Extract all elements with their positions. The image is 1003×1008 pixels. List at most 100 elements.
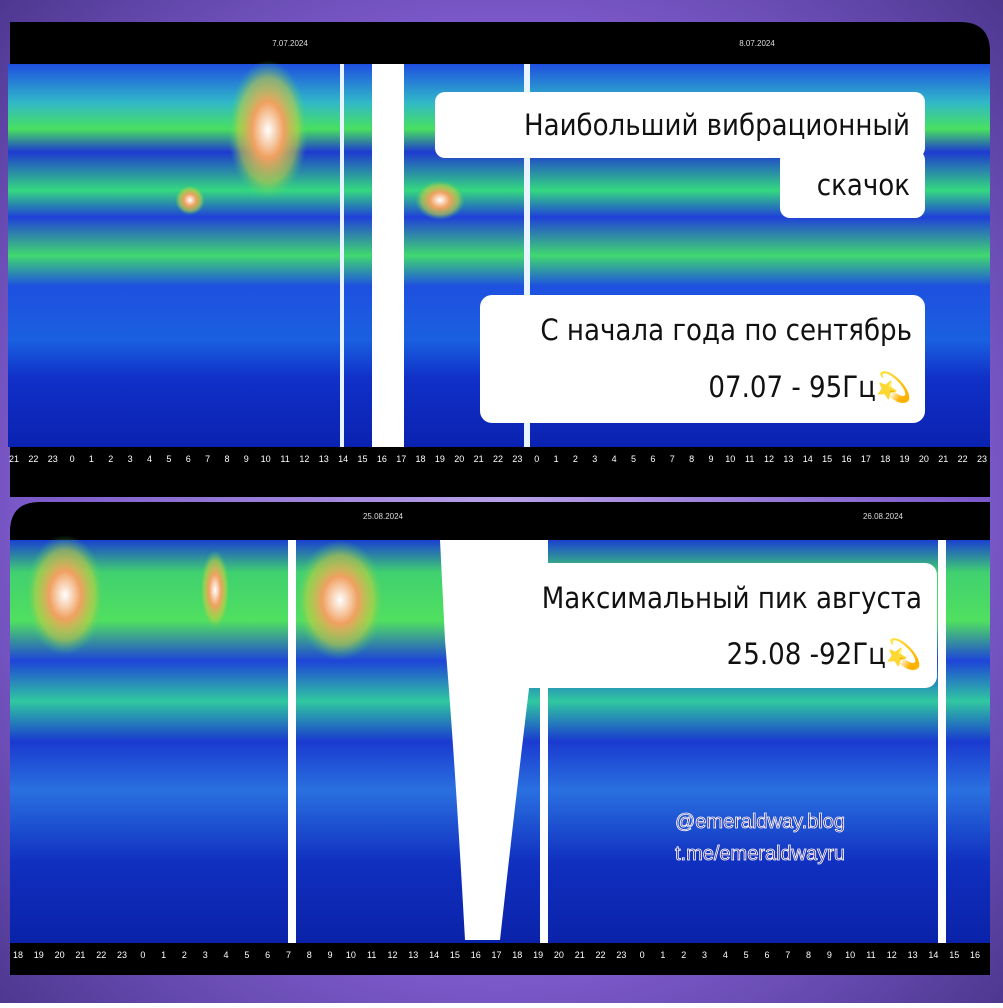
hotspot: [415, 180, 465, 220]
hour-label: 4: [224, 950, 229, 960]
hour-label: 2: [108, 454, 113, 464]
hour-label: 9: [708, 454, 713, 464]
hour-label: 23: [977, 454, 987, 464]
hour-label: 22: [493, 454, 503, 464]
hour-label: 1: [161, 950, 166, 960]
hour-label: 0: [140, 950, 145, 960]
hour-label: 19: [435, 454, 445, 464]
hour-label: 19: [533, 950, 543, 960]
hour-label: 16: [471, 950, 481, 960]
hour-label: 15: [949, 950, 959, 960]
hour-label: 11: [367, 950, 376, 960]
caption-box: [435, 92, 925, 158]
hour-label: 2: [681, 950, 686, 960]
hour-label: 12: [764, 454, 774, 464]
hour-label: 15: [357, 454, 367, 464]
date-label: 8.07.2024: [739, 39, 775, 48]
hour-label: 3: [592, 454, 597, 464]
hour-label: 1: [554, 454, 559, 464]
hour-label: 17: [491, 950, 501, 960]
hour-label: 9: [827, 950, 832, 960]
caption-box: [462, 563, 937, 688]
hour-label: 9: [328, 950, 333, 960]
watermark: t.me/emeraldwayru: [675, 843, 845, 865]
hour-label: 20: [454, 454, 464, 464]
streak: [938, 540, 946, 943]
hour-label: 19: [34, 950, 44, 960]
hour-label: 5: [166, 454, 171, 464]
hour-label: 8: [224, 454, 229, 464]
streak: [340, 64, 344, 447]
caption-line: С начала года по сентябрь: [540, 313, 912, 347]
hour-label: 18: [512, 950, 522, 960]
hour-label: 22: [96, 950, 106, 960]
hour-label: 3: [702, 950, 707, 960]
date-label: 26.08.2024: [863, 512, 904, 521]
hour-label: 12: [387, 950, 397, 960]
hour-label: 5: [244, 950, 249, 960]
hour-label: 3: [128, 454, 133, 464]
hour-label: 20: [554, 950, 564, 960]
hour-label: 2: [573, 454, 578, 464]
hour-label: 5: [631, 454, 636, 464]
hour-label: 8: [307, 950, 312, 960]
hour-label: 4: [612, 454, 617, 464]
hour-label: 21: [938, 454, 948, 464]
hotspot: [175, 185, 205, 215]
hour-label: 6: [764, 950, 769, 960]
hour-label: 8: [689, 454, 694, 464]
hour-label: 5: [744, 950, 749, 960]
hour-label: 14: [338, 454, 348, 464]
hour-label: 4: [147, 454, 152, 464]
hotspot: [200, 550, 230, 630]
hour-label: 22: [958, 454, 968, 464]
hour-label: 11: [280, 454, 289, 464]
hour-label: 20: [919, 454, 929, 464]
hour-label: 13: [319, 454, 329, 464]
date-label: 25.08.2024: [363, 512, 404, 521]
hour-label: 7: [785, 950, 790, 960]
hour-label: 23: [48, 454, 58, 464]
hour-label: 17: [861, 454, 871, 464]
hour-label: 10: [261, 454, 271, 464]
hour-label: 19: [900, 454, 910, 464]
caption-line: 07.07 - 95Гц💫: [708, 370, 912, 406]
caption-line: 25.08 -92Гц💫: [727, 637, 922, 673]
hour-label: 1: [660, 950, 665, 960]
hour-label: 20: [55, 950, 65, 960]
hour-label: 21: [9, 454, 19, 464]
hour-label: 13: [783, 454, 793, 464]
hour-label: 10: [845, 950, 855, 960]
hour-label: 1: [89, 454, 94, 464]
hour-label: 9: [244, 454, 249, 464]
hour-label: 10: [346, 950, 356, 960]
hour-label: 22: [28, 454, 38, 464]
hour-label: 0: [640, 950, 645, 960]
hour-label: 16: [377, 454, 387, 464]
date-label: 7.07.2024: [272, 39, 308, 48]
caption-box: [480, 295, 925, 423]
hour-label: 22: [596, 950, 606, 960]
streak: [372, 64, 404, 447]
hour-label: 6: [265, 950, 270, 960]
hour-label: 14: [803, 454, 813, 464]
hour-label: 2: [182, 950, 187, 960]
streak: [540, 540, 548, 943]
caption-line: Максимальный пик августа: [542, 581, 922, 615]
hour-label: 15: [450, 950, 460, 960]
hour-label: 21: [575, 950, 585, 960]
hour-label: 12: [299, 454, 309, 464]
hour-label: 23: [117, 950, 127, 960]
hour-label: 17: [396, 454, 406, 464]
hour-label: 13: [408, 950, 418, 960]
hour-label: 6: [650, 454, 655, 464]
hotspot: [25, 535, 105, 655]
hour-label: 3: [203, 950, 208, 960]
streak: [524, 64, 530, 447]
hour-label: 21: [75, 950, 85, 960]
hour-label: 11: [745, 454, 754, 464]
caption-line: скачок: [817, 168, 910, 202]
caption-box: [780, 150, 925, 218]
